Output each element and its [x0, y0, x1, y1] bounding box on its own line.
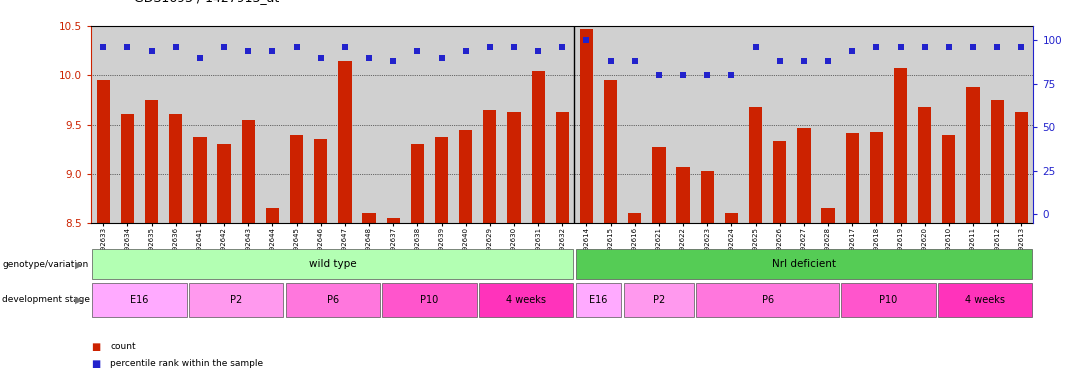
Point — [699, 72, 716, 78]
Text: genotype/variation: genotype/variation — [2, 260, 89, 269]
Text: ▶: ▶ — [75, 295, 83, 305]
Point — [336, 44, 353, 50]
Point — [892, 44, 909, 50]
Point — [674, 72, 691, 78]
Text: GDS1693 / 1427913_at: GDS1693 / 1427913_at — [134, 0, 280, 4]
Text: 4 weeks: 4 weeks — [965, 295, 1005, 305]
Bar — [363, 213, 376, 223]
Bar — [918, 107, 931, 223]
Point — [989, 44, 1006, 50]
Point — [288, 44, 305, 50]
Bar — [435, 138, 448, 223]
Bar — [386, 218, 400, 223]
Bar — [822, 209, 834, 223]
Point — [1013, 44, 1030, 50]
Point — [191, 55, 208, 61]
Text: Nrl deficient: Nrl deficient — [771, 260, 835, 269]
Bar — [556, 112, 569, 223]
Text: P2: P2 — [230, 295, 242, 305]
Point — [554, 44, 571, 50]
Bar — [170, 114, 182, 223]
Bar — [652, 147, 666, 223]
Point — [506, 44, 523, 50]
Point — [867, 44, 885, 50]
Point — [965, 44, 982, 50]
Point — [651, 72, 668, 78]
Bar — [338, 61, 351, 223]
Point — [409, 48, 426, 54]
Text: P6: P6 — [762, 295, 774, 305]
Point — [578, 37, 595, 43]
Text: 4 weeks: 4 weeks — [506, 295, 546, 305]
Point — [168, 44, 185, 50]
Bar — [97, 80, 110, 223]
Point — [433, 55, 450, 61]
Point — [118, 44, 136, 50]
Bar — [241, 120, 255, 223]
Text: development stage: development stage — [2, 296, 90, 304]
Text: percentile rank within the sample: percentile rank within the sample — [111, 359, 264, 368]
Bar — [314, 140, 328, 223]
Bar — [1015, 112, 1028, 223]
Bar — [845, 133, 859, 223]
Bar — [749, 107, 762, 223]
Point — [457, 48, 474, 54]
Bar — [894, 68, 907, 223]
Bar — [290, 135, 303, 223]
Text: ■: ■ — [92, 359, 100, 369]
Point — [795, 58, 812, 64]
Point — [95, 44, 112, 50]
Point — [361, 55, 378, 61]
Bar — [411, 144, 424, 223]
Text: count: count — [111, 342, 137, 351]
Bar — [193, 138, 207, 223]
Bar — [990, 100, 1004, 223]
Text: P2: P2 — [653, 295, 665, 305]
Point — [940, 44, 957, 50]
Bar — [266, 209, 280, 223]
Point — [602, 58, 619, 64]
Bar — [483, 110, 496, 223]
Bar — [628, 213, 641, 223]
Point — [385, 58, 402, 64]
Bar — [145, 100, 158, 223]
Text: E16: E16 — [589, 295, 608, 305]
Text: P10: P10 — [879, 295, 897, 305]
Bar — [967, 87, 980, 223]
Point — [722, 72, 739, 78]
Bar — [676, 167, 689, 223]
Point — [917, 44, 934, 50]
Point — [771, 58, 789, 64]
Text: wild type: wild type — [309, 260, 356, 269]
Bar — [121, 114, 134, 223]
Point — [747, 44, 764, 50]
Bar — [459, 130, 473, 223]
Point — [844, 48, 861, 54]
Point — [529, 48, 546, 54]
Point — [313, 55, 330, 61]
Point — [240, 48, 257, 54]
Bar — [797, 128, 811, 223]
Text: P10: P10 — [420, 295, 439, 305]
Bar — [507, 112, 521, 223]
Bar — [218, 144, 230, 223]
Bar — [724, 213, 738, 223]
Bar — [942, 135, 955, 223]
Point — [143, 48, 160, 54]
Bar — [701, 171, 714, 223]
Bar — [579, 29, 593, 223]
Point — [626, 58, 643, 64]
Text: ▶: ▶ — [75, 260, 83, 269]
Point — [481, 44, 498, 50]
Text: ■: ■ — [92, 342, 100, 352]
Bar — [870, 132, 883, 223]
Text: E16: E16 — [130, 295, 148, 305]
Text: P6: P6 — [327, 295, 339, 305]
Point — [264, 48, 281, 54]
Bar — [774, 141, 786, 223]
Bar — [604, 80, 618, 223]
Bar — [531, 70, 545, 223]
Point — [819, 58, 837, 64]
Point — [216, 44, 233, 50]
